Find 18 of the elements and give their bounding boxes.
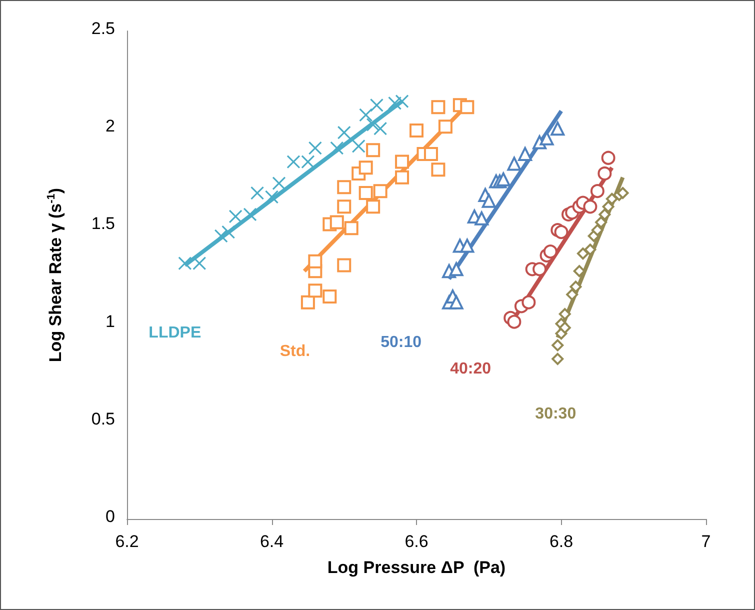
y-axis-title: Log Shear Rate γ (s-1)	[46, 188, 65, 362]
y-tick-label: 2	[106, 116, 115, 136]
text: 40:20	[450, 360, 492, 378]
y-tick-label: 1.5	[91, 214, 115, 234]
text: LLDPE	[148, 324, 202, 342]
text: Std.	[280, 342, 310, 360]
y-tick-label: 1	[106, 312, 115, 331]
x-axis-title: Log Pressure ΔP (Pa)	[327, 558, 506, 577]
y-tick-label: 2.5	[91, 19, 115, 38]
text: 50:10	[380, 334, 422, 351]
x-tick-label: 6.4	[260, 532, 284, 551]
x-tick-label: 6.8	[549, 532, 574, 551]
x-tick-label: 6.6	[404, 532, 428, 551]
text: 30:30	[535, 405, 576, 422]
x-tick-label: 7	[701, 532, 711, 551]
x-tick-label: 6.2	[115, 532, 139, 551]
y-tick-label: 0.5	[91, 409, 115, 428]
y-tick-label: 0	[106, 507, 115, 526]
